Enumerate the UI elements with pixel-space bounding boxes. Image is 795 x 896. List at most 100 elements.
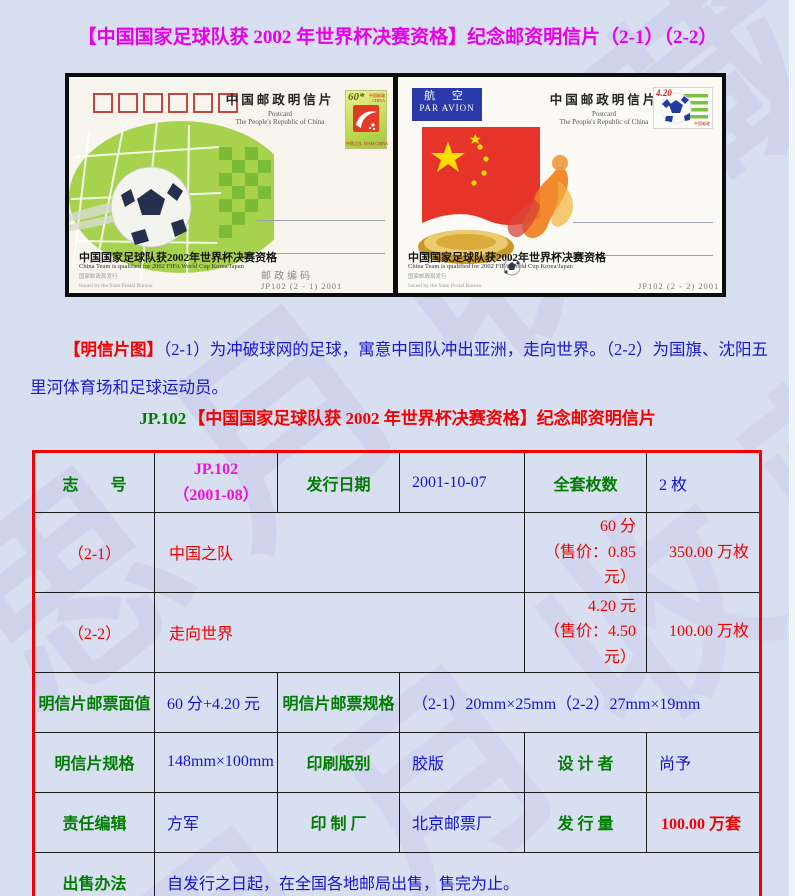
football-stamp: 4.20 中国邮政 (653, 87, 713, 129)
football-net-artwork (69, 120, 274, 280)
airmail-cn: 航 空 (424, 90, 470, 102)
postcard-2-2: 航 空 PAR AVION 中国邮政明信片 Postcard The Peopl… (398, 77, 722, 293)
postcode-boxes (93, 93, 238, 113)
catalog-year-line: （2001-08） (173, 486, 259, 504)
card-header-cn: 中国邮政明信片 (549, 93, 659, 107)
address-line (573, 222, 713, 223)
football-stamp-art (660, 92, 708, 124)
card-title-en: China Team is qualified for 2002 FIFA Wo… (408, 263, 573, 270)
card-issuer-en: Issued by the State Postal Bureau (408, 282, 482, 289)
card-header-en2: The People's Republic of China (559, 118, 649, 126)
card-header-en: Postcard (267, 110, 293, 118)
stamp-issuer: 中国邮政 (694, 121, 710, 126)
value-set-count: 2 枚 (646, 451, 761, 513)
sale-price: （售价：0.85 元） (543, 543, 636, 587)
card-title-cn: 中国国家足球队获2002年世界杯决赛资格 (408, 252, 606, 264)
label-stamp-face-value: 明信片邮票面值 (33, 671, 155, 733)
description-label: 【明信片图】 (64, 340, 163, 359)
flag-stadium-artwork (418, 127, 574, 276)
table-row: （2-2） 走向世界 4.20 元 （售价：4.50 元） 100.00 万枚 (33, 591, 761, 673)
serial-number-2-1: JP102 (2 - 1) 2001 (261, 281, 343, 291)
card-header: 中国邮政明信片 Postcard The People's Republic o… (543, 89, 665, 126)
label-issue-date: 发行日期 (277, 451, 400, 513)
value-stamp-size: （2-1）20mm×25mm（2-2）27mm×19mm (399, 671, 761, 733)
label-designer: 设 计 者 (524, 731, 647, 793)
stamp-value: 4.20 (656, 88, 672, 98)
stamp-emblem (353, 105, 379, 132)
card-header-cn: 中国邮政明信片 (225, 93, 335, 107)
postcard-2-1: 中国邮政明信片 Postcard The People's Republic o… (69, 77, 393, 293)
value-printing-method: 胶版 (399, 731, 525, 793)
catalog-code-line: JP.102 (193, 460, 239, 478)
postcode-box (168, 93, 188, 113)
item-number-2-1: （2-1） (33, 512, 155, 593)
table-row: （2-1） 中国之队 60 分 （售价：0.85 元） 350.00 万枚 (33, 512, 761, 593)
page-title: 【中国国家足球队获 2002 年世界杯决赛资格】纪念邮资明信片（2-1）（2-2… (77, 27, 718, 48)
address-line (573, 255, 713, 256)
sale-price: （售价：4.50 元） (543, 623, 636, 666)
table-row: 出售办法 自发行之日起，在全国各地邮局出售，售完为止。 (33, 851, 761, 896)
postcode-box (193, 93, 213, 113)
label-postcard-size: 明信片规格 (33, 731, 155, 793)
postcode-box (218, 93, 238, 113)
item-number-2-2: （2-2） (33, 591, 155, 673)
player-silhouette (507, 155, 574, 239)
label-issue-volume: 发 行 量 (524, 791, 647, 853)
value-catalog-number: JP.102 （2001-08） (154, 451, 278, 513)
postcode-box (143, 93, 163, 113)
card-header-en2: The People's Republic of China (235, 118, 325, 126)
table-row: 责任编辑 方军 印 制 厂 北京邮票厂 发 行 量 100.00 万套 (33, 791, 761, 853)
face-value: 60 分 (599, 518, 636, 535)
stamp-caption: 中国之队 TEAM CHINA (346, 141, 388, 146)
address-line (257, 220, 385, 221)
label-stamp-size: 明信片邮票规格 (277, 671, 400, 733)
item-price-2-1: 60 分 （售价：0.85 元） (524, 512, 647, 593)
table-row: 志 号 JP.102 （2001-08） 发行日期 2001-10-07 全套枚… (33, 451, 761, 513)
postcode-box (118, 93, 138, 113)
table-row: 明信片规格 148mm×100mm 印刷版别 胶版 设 计 者 尚予 (33, 731, 761, 793)
label-set-count: 全套枚数 (524, 451, 647, 513)
swoosh-icon (356, 111, 377, 131)
catalog-code: JP.102 (139, 409, 187, 428)
postcode-box (93, 93, 113, 113)
value-designer: 尚予 (646, 731, 761, 793)
card-issuer-cn: 国家邮政局发行 (79, 274, 118, 280)
face-value: 4.20 元 (587, 597, 636, 615)
postcards-image: 中国邮政明信片 Postcard The People's Republic o… (65, 73, 726, 297)
airmail-label: 航 空 PAR AVION (412, 88, 482, 121)
card-issuer: 国家邮政局发行 Issued by the State Postal Burea… (79, 273, 152, 291)
card-title-en: China Team is qualified for 2002 FIFA Wo… (79, 263, 244, 270)
value-postcard-size: 148mm×100mm (154, 731, 278, 793)
spec-table: 志 号 JP.102 （2001-08） 发行日期 2001-10-07 全套枚… (32, 450, 762, 896)
description-paragraph: 【明信片图】（2-1）为冲破球网的足球，寓意中国队冲出亚洲，走向世界。（2-2）… (30, 331, 770, 407)
card-issuer: 国家邮政局发行 Issued by the State Postal Burea… (408, 273, 481, 291)
airmail-fr: PAR AVION (419, 103, 475, 114)
item-quantity-2-1: 350.00 万枚 (646, 512, 761, 593)
table-row: 明信片邮票面值 60 分+4.20 元 明信片邮票规格 （2-1）20mm×25… (33, 671, 761, 733)
stamp-value: 60* (348, 91, 365, 103)
table-caption: JP.102 【中国国家足球队获 2002 年世界杯决赛资格】纪念邮资明信片 (0, 404, 795, 429)
item-quantity-2-2: 100.00 万枚 (646, 591, 761, 673)
label-editor: 责任编辑 (33, 791, 155, 853)
card-issuer-en: Issued by the State Postal Bureau (79, 282, 153, 289)
card-header-en: Postcard (591, 110, 617, 118)
team-china-stamp: 60* 中国邮政 CHINA 中国之队 TEAM CHINA (345, 90, 388, 149)
stamp-issuer: 中国邮政 CHINA (369, 93, 385, 103)
item-name-2-2: 走向世界 (154, 591, 525, 673)
label-sale-method: 出售办法 (33, 851, 155, 896)
serial-number-2-2: JP102 (2 - 2) 2001 (638, 281, 720, 291)
card-title-cn: 中国国家足球队获2002年世界杯决赛资格 (79, 252, 277, 264)
description-body: （2-1）为冲破球网的足球，寓意中国队冲出亚洲，走向世界。（2-2）为国旗、沈阳… (30, 340, 768, 397)
value-stamp-face-value: 60 分+4.20 元 (154, 671, 278, 733)
value-printer: 北京邮票厂 (399, 791, 525, 853)
card-divider (393, 77, 398, 293)
table-caption-title: 【中国国家足球队获 2002 年世界杯决赛资格】纪念邮资明信片 (188, 409, 656, 428)
card-issuer-cn: 国家邮政局发行 (408, 274, 447, 280)
value-issue-date: 2001-10-07 (399, 451, 525, 513)
card-header: 中国邮政明信片 Postcard The People's Republic o… (219, 89, 341, 126)
page-right-strip (789, 0, 795, 896)
item-name-2-1: 中国之队 (154, 512, 525, 593)
label-catalog-number: 志 号 (33, 451, 155, 513)
label-printer: 印 制 厂 (277, 791, 400, 853)
